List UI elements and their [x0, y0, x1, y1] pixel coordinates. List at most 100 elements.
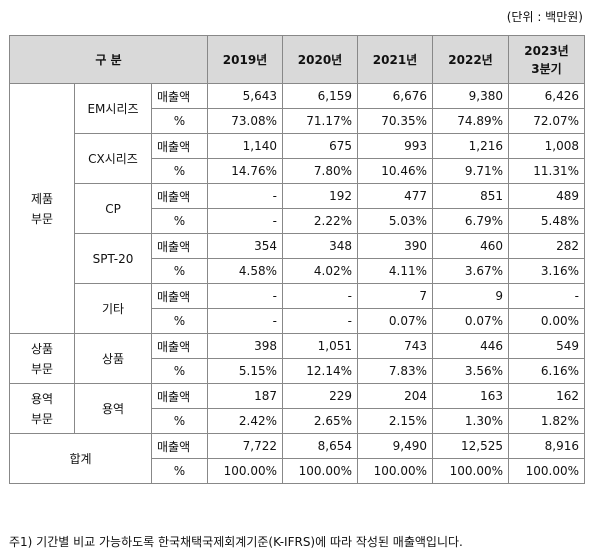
sales-value: 398: [207, 333, 283, 359]
pct-value: -: [207, 208, 283, 234]
table-row: % -2.22% 5.03% 6.79% 5.48%: [10, 208, 585, 234]
metric-label: %: [151, 458, 208, 484]
sales-value: 12,525: [432, 433, 509, 459]
pct-value: 0.07%: [357, 308, 433, 334]
sales-value: 163: [432, 383, 509, 409]
header-year: 2020년: [282, 35, 358, 84]
pct-value: 5.03%: [357, 208, 433, 234]
pct-value: 0.00%: [508, 308, 585, 334]
sales-value: 743: [357, 333, 433, 359]
sales-value: 675: [282, 133, 358, 159]
pct-value: 7.80%: [282, 158, 358, 184]
pct-value: 3.56%: [432, 358, 509, 384]
sales-value: 187: [207, 383, 283, 409]
item-label: 상품: [74, 333, 152, 384]
sales-value: -: [207, 283, 283, 309]
pct-value: 1.30%: [432, 408, 509, 434]
sales-value: 8,654: [282, 433, 358, 459]
table-row: % 73.08% 71.17% 70.35% 74.89% 72.07%: [10, 108, 585, 134]
pct-value: 4.11%: [357, 258, 433, 284]
pct-value: 100.00%: [508, 458, 585, 484]
header-year: 2019년: [207, 35, 283, 84]
pct-value: 71.17%: [282, 108, 358, 134]
metric-label: 매출액: [151, 183, 208, 209]
header-row: 구 분 2019년 2020년 2021년 2022년 2023년 3분기: [9, 35, 585, 84]
segment-label-line: 부문: [30, 411, 54, 426]
pct-value: 74.89%: [432, 108, 509, 134]
sales-value: -: [508, 283, 585, 309]
pct-value: 3.67%: [432, 258, 509, 284]
pct-value: -: [207, 308, 283, 334]
sales-value: 460: [432, 233, 509, 259]
pct-value: 12.14%: [282, 358, 358, 384]
table-row: % 4.58% 4.02% 4.11% 3.67% 3.16%: [10, 258, 585, 284]
pct-value: 1.82%: [508, 408, 585, 434]
metric-label: 매출액: [151, 83, 208, 109]
sales-value: 348: [282, 233, 358, 259]
table-row: 기타 매출액 - -7 9-: [10, 283, 585, 334]
pct-value: 4.02%: [282, 258, 358, 284]
item-label: 용역: [74, 383, 152, 434]
table-row: CX시리즈 매출액 1,140 675 993 1,216 1,008: [10, 133, 585, 184]
pct-value: 9.71%: [432, 158, 509, 184]
metric-label: 매출액: [151, 133, 208, 159]
sales-value: 993: [357, 133, 433, 159]
sales-value: 1,216: [432, 133, 509, 159]
total-label: 합계: [9, 433, 152, 484]
table-row: % 5.15% 12.14% 7.83% 3.56% 6.16%: [10, 358, 585, 384]
pct-value: 2.42%: [207, 408, 283, 434]
segment-label: 상품 부문: [9, 333, 75, 384]
pct-value: 2.65%: [282, 408, 358, 434]
pct-value: 14.76%: [207, 158, 283, 184]
pct-value: 6.16%: [508, 358, 585, 384]
segment-label-line: 용역: [30, 391, 54, 406]
sales-value: 6,159: [282, 83, 358, 109]
table-row: % 100.00% 100.00% 100.00% 100.00% 100.00%: [10, 458, 585, 484]
sales-value: 9: [432, 283, 509, 309]
pct-value: 2.15%: [357, 408, 433, 434]
sales-value: 851: [432, 183, 509, 209]
pct-value: 7.83%: [357, 358, 433, 384]
table-row: 상품 부문 상품 매출액 398 1,051 743 446 549: [9, 333, 585, 384]
segment-label: 제품 부문: [9, 83, 75, 334]
table-row: % - -0.07% 0.07% 0.00%: [10, 308, 585, 334]
pct-value: 6.79%: [432, 208, 509, 234]
sales-value: -: [207, 183, 283, 209]
item-label: 기타: [74, 283, 152, 334]
metric-label: %: [151, 258, 208, 284]
pct-value: 100.00%: [432, 458, 509, 484]
pct-value: 73.08%: [207, 108, 283, 134]
sales-value: 7: [357, 283, 433, 309]
segment-label-line: 제품: [30, 191, 54, 206]
table-row: 용역 부문 용역 매출액 187 229 204 163 162: [9, 383, 585, 434]
item-label: CX시리즈: [74, 133, 152, 184]
sales-value: 162: [508, 383, 585, 409]
metric-label: 매출액: [151, 333, 208, 359]
unit-label: (단위 : 백만원): [506, 10, 583, 24]
pct-value: 5.15%: [207, 358, 283, 384]
header-year: 2021년: [357, 35, 433, 84]
sales-value: 549: [508, 333, 585, 359]
pct-value: 0.07%: [432, 308, 509, 334]
footnote: 주1) 기간별 비교 가능하도록 한국채택국제회계기준(K-IFRS)에 따라 …: [9, 535, 463, 549]
pct-value: 10.46%: [357, 158, 433, 184]
item-label: CP: [74, 183, 152, 234]
sales-value: 204: [357, 383, 433, 409]
sales-value: 477: [357, 183, 433, 209]
table-row: SPT-20 매출액 354 348 390 460 282: [10, 233, 585, 284]
sales-value: 390: [357, 233, 433, 259]
segment-label-line: 상품: [30, 341, 54, 356]
pct-value: 100.00%: [207, 458, 283, 484]
sales-value: 6,676: [357, 83, 433, 109]
table-row: 합계 매출액 7,722 8,654 9,490 12,525 8,916: [9, 433, 585, 484]
pct-value: 5.48%: [508, 208, 585, 234]
item-label: EM시리즈: [74, 83, 152, 134]
metric-label: 매출액: [151, 383, 208, 409]
header-category: 구 분: [9, 35, 208, 84]
sales-value: 282: [508, 233, 585, 259]
pct-value: 100.00%: [357, 458, 433, 484]
sales-table: 구 분 2019년 2020년 2021년 2022년 2023년 3분기 제품 부…: [9, 35, 585, 484]
sales-value: 1,051: [282, 333, 358, 359]
metric-label: %: [151, 408, 208, 434]
